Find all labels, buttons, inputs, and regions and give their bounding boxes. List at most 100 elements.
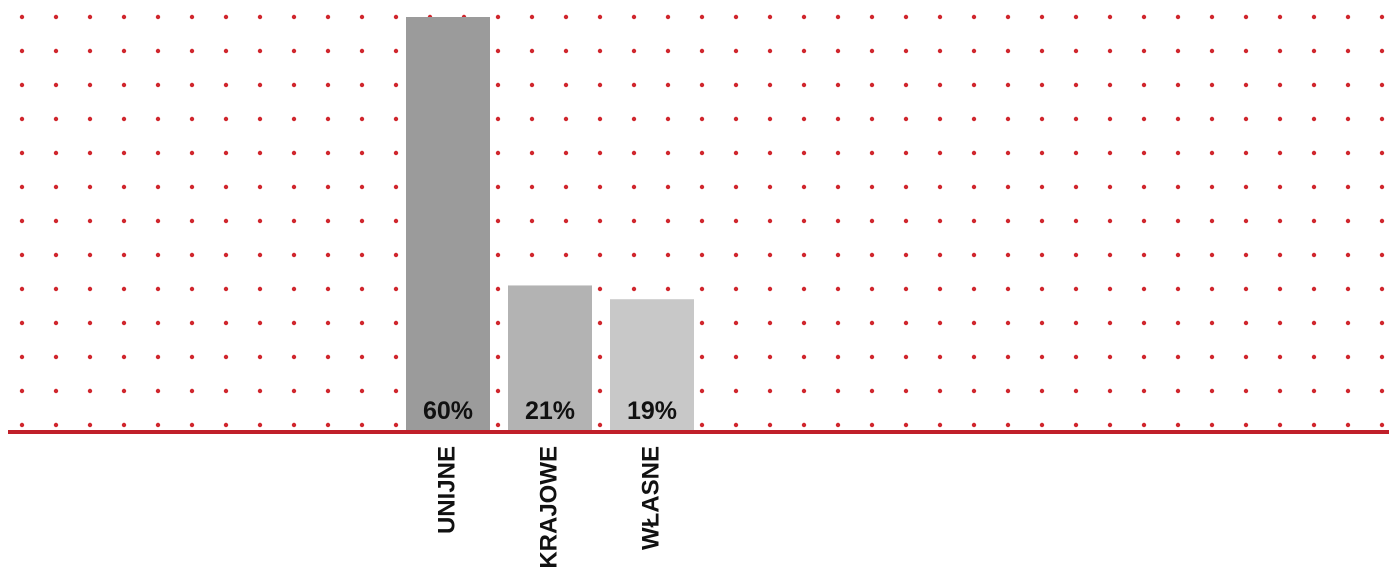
grid-dot [1277,48,1283,54]
grid-dot [631,218,637,224]
grid-dot [869,286,875,292]
grid-dot [19,286,25,292]
grid-dot [223,48,229,54]
grid-dot [699,422,705,428]
grid-dot [733,286,739,292]
grid-dot [155,218,161,224]
grid-dot [121,252,127,258]
grid-dot [971,150,977,156]
grid-dot [971,422,977,428]
grid-dot [325,218,331,224]
grid-dot [1379,252,1385,258]
grid-dot [393,320,399,326]
grid-dot [1277,388,1283,394]
grid-dot [495,252,501,258]
grid-dot [1209,218,1215,224]
grid-dot [1175,150,1181,156]
grid-dot [631,184,637,190]
grid-dot [1379,82,1385,88]
grid-dot [19,116,25,122]
bar-value-label: 60% [423,397,473,425]
grid-dot [1141,252,1147,258]
grid-dot [189,14,195,20]
grid-dot [1311,218,1317,224]
grid-dot [699,14,705,20]
grid-dot [1141,150,1147,156]
grid-dot [665,218,671,224]
grid-dot [1311,184,1317,190]
grid-dot [1107,218,1113,224]
grid-dot [155,14,161,20]
grid-dot [1175,218,1181,224]
grid-dot [19,252,25,258]
grid-dot [325,82,331,88]
grid-dot [19,218,25,224]
grid-dot [359,286,365,292]
grid-dot [359,252,365,258]
grid-dot [495,116,501,122]
grid-dot [869,354,875,360]
grid-dot [1073,82,1079,88]
grid-dot [393,388,399,394]
grid-dot [903,286,909,292]
grid-dot [937,354,943,360]
grid-dot [53,184,59,190]
grid-dot [937,422,943,428]
grid-dot [495,388,501,394]
grid-dot [1005,218,1011,224]
grid-dot [1039,252,1045,258]
grid-dot [121,354,127,360]
grid-dot [733,14,739,20]
grid-dot [87,388,93,394]
grid-dot [1107,422,1113,428]
grid-dot [257,320,263,326]
grid-dot [1141,286,1147,292]
grid-dot [631,286,637,292]
grid-dot [1379,388,1385,394]
grid-dot [971,354,977,360]
grid-dot [767,218,773,224]
grid-dot [291,286,297,292]
grid-dot [1277,184,1283,190]
grid-dot [257,218,263,224]
grid-dot [53,82,59,88]
grid-dot [223,184,229,190]
grid-dot [19,14,25,20]
grid-dot [563,218,569,224]
grid-dot [1379,218,1385,224]
grid-dot [1141,354,1147,360]
grid-dot [359,82,365,88]
grid-dot [1005,116,1011,122]
grid-dot [393,48,399,54]
grid-dot [1073,388,1079,394]
grid-dot [1039,388,1045,394]
grid-dot [495,184,501,190]
grid-dot [87,14,93,20]
grid-dot [87,422,93,428]
grid-dot [801,184,807,190]
grid-dot [835,422,841,428]
grid-dot [597,218,603,224]
grid-dot [53,354,59,360]
grid-dot [53,252,59,258]
grid-dot [563,150,569,156]
grid-dot [1243,354,1249,360]
grid-dot [1141,82,1147,88]
grid-dot [631,14,637,20]
grid-dot [1379,422,1385,428]
grid-dot [87,320,93,326]
grid-dot [699,388,705,394]
grid-dot [1141,388,1147,394]
grid-dot [1379,48,1385,54]
grid-dot [325,150,331,156]
grid-dot [1243,388,1249,394]
grid-dot [359,116,365,122]
grid-dot [937,320,943,326]
grid-dot [189,116,195,122]
grid-dot [1209,116,1215,122]
grid-dot [1039,184,1045,190]
grid-dot [801,82,807,88]
grid-dot [937,116,943,122]
grid-dot [835,354,841,360]
